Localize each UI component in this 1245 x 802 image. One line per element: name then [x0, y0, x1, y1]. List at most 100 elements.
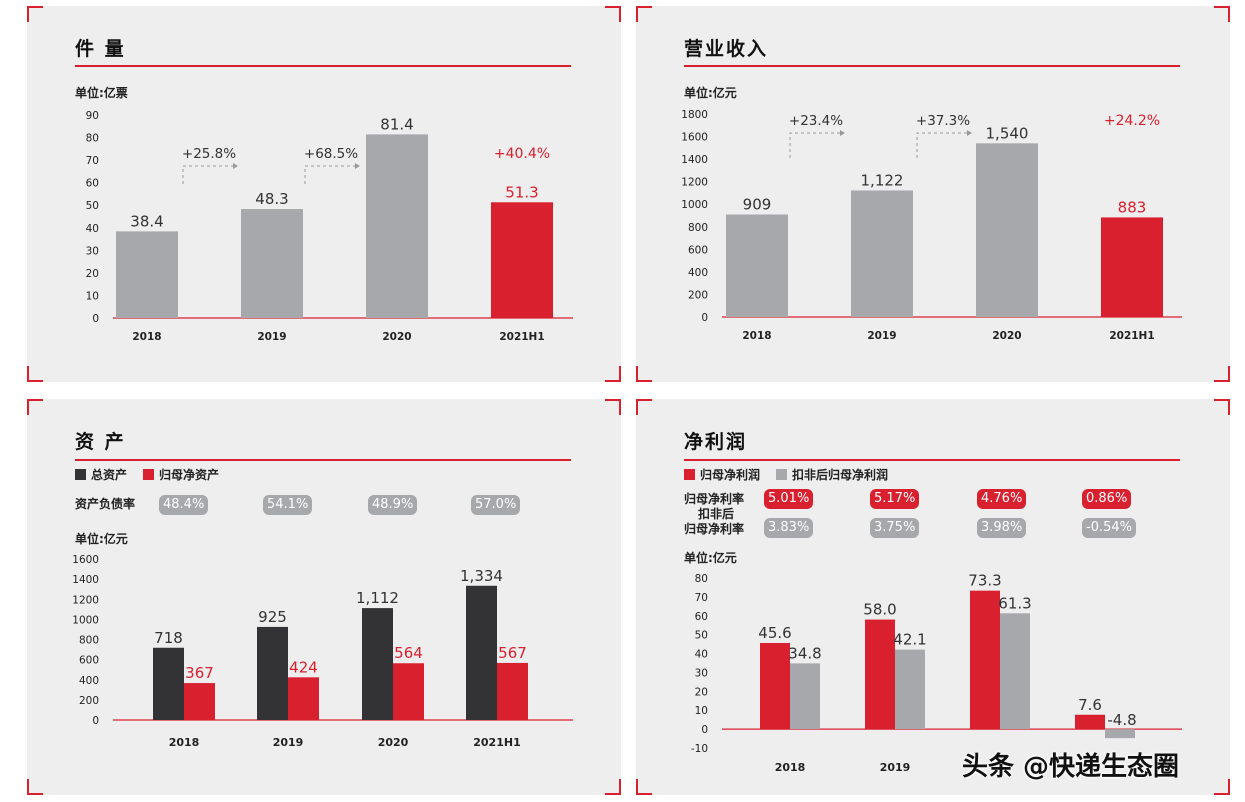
- bar: [760, 642, 790, 730]
- bar-value-label: 45.6: [758, 624, 791, 642]
- debt-ratio-pill: 54.1%: [263, 495, 313, 515]
- debt-ratio-label: 资产负债率: [75, 497, 136, 511]
- net-margin-pill: 5.17%: [870, 489, 920, 509]
- x-tick-label: 2019: [880, 761, 911, 774]
- revenue-panel: 营业收入 单位:亿元 0 200 400 600 800 1000 1200 1400 1600…: [636, 6, 1230, 382]
- bar: [466, 585, 497, 720]
- bar: [1101, 217, 1163, 317]
- watermark: 头条 @快递生态圈: [962, 752, 1180, 782]
- x-tick-label: 2018: [132, 331, 161, 343]
- y-tick-label: 0: [701, 312, 708, 324]
- bar: [257, 626, 288, 720]
- debt-ratio-pill: 57.0%: [471, 495, 521, 515]
- assets-panel: 资 产 总资产 归母净资产 资产负债率 48.4% 54.1% 48.9% 57…: [27, 399, 621, 795]
- bar-value-label: 367: [185, 664, 214, 682]
- y-tick-label: 70: [695, 592, 708, 604]
- corner-mark: [605, 399, 621, 415]
- bar: [393, 663, 424, 720]
- growth-label: +68.5%: [304, 146, 358, 162]
- legend-item-net-profit: 归母净利润: [684, 466, 760, 483]
- y-tick-label: 1600: [681, 132, 708, 144]
- net-margin-label: 归母净利率: [684, 492, 745, 506]
- bar: [184, 683, 215, 720]
- title-underline: [75, 65, 571, 67]
- growth-label: +37.3%: [916, 113, 970, 129]
- adj-margin-pill: 3.98%: [977, 518, 1027, 538]
- adj-margin-pill: 3.83%: [764, 518, 814, 538]
- assets-title: 资 产: [75, 431, 126, 453]
- bar: [362, 608, 393, 720]
- legend-item-net-assets: 归母净资产: [143, 466, 219, 483]
- title-underline: [684, 459, 1180, 461]
- growth-arrow: [182, 165, 233, 184]
- y-tick-label: -10: [691, 743, 708, 755]
- bar: [790, 663, 820, 730]
- y-tick-label: 80: [86, 133, 99, 145]
- y-tick-label: 10: [86, 290, 99, 302]
- bar: [491, 202, 553, 318]
- bar: [1105, 729, 1135, 739]
- y-tick-label: 90: [86, 110, 99, 122]
- x-tick-label: 2018: [742, 330, 771, 342]
- bar: [865, 619, 895, 730]
- corner-mark: [605, 366, 621, 382]
- legend-swatch: [684, 469, 695, 480]
- bar-value-label: 42.1: [893, 631, 926, 649]
- corner-mark: [636, 779, 652, 795]
- growth-arrow-head: [840, 130, 845, 136]
- bar-value-label: 7.6: [1078, 696, 1102, 714]
- volume-panel: 件 量 单位:亿票 0 10 20 30 40 50 60 70 80 90 38.4 2018 48.…: [27, 6, 621, 382]
- y-tick-label: 30: [695, 667, 708, 679]
- net-margin-pill: 0.86%: [1082, 489, 1132, 509]
- growth-arrow-head: [355, 163, 360, 169]
- bar-value-label: 51.3: [505, 183, 538, 201]
- net-margin-pill: 4.76%: [977, 489, 1027, 509]
- corner-mark: [27, 399, 43, 415]
- legend-swatch: [143, 469, 155, 480]
- corner-mark: [27, 6, 43, 22]
- corner-mark: [636, 399, 652, 415]
- y-tick-label: 50: [86, 200, 99, 212]
- bar-value-label: 34.8: [788, 644, 821, 662]
- volume-unit: 单位:亿票: [75, 86, 128, 100]
- bar: [153, 647, 184, 720]
- y-tick-label: 40: [86, 223, 99, 235]
- y-tick-label: 400: [688, 267, 708, 279]
- corner-mark: [605, 779, 621, 795]
- y-tick-label: 200: [79, 695, 99, 707]
- x-tick-label: 2021H1: [473, 736, 520, 749]
- assets-unit: 单位:亿元: [75, 532, 128, 546]
- bar: [1075, 714, 1105, 730]
- y-tick-label: 50: [695, 630, 708, 642]
- y-tick-label: 400: [79, 675, 99, 687]
- y-tick-label: 1200: [72, 594, 99, 606]
- legend-label: 扣非后归母净利润: [792, 468, 889, 482]
- bar-value-label: 1,334: [460, 567, 503, 585]
- bar: [241, 209, 303, 318]
- y-tick-label: 1000: [681, 199, 708, 211]
- profit-unit: 单位:亿元: [684, 551, 737, 565]
- y-tick-label: 0: [701, 724, 708, 736]
- y-tick-label: 1400: [681, 154, 708, 166]
- assets-legend: 总资产 归母净资产: [75, 466, 219, 483]
- bar-value-label: 38.4: [130, 212, 163, 230]
- x-tick-label: 2020: [382, 331, 411, 343]
- y-tick-label: 40: [695, 649, 708, 661]
- bar-value-label: 718: [154, 629, 183, 647]
- growth-arrow-head: [233, 163, 238, 169]
- y-tick-label: 800: [688, 222, 708, 234]
- growth-label: +25.8%: [182, 146, 236, 162]
- growth-arrow-head: [967, 130, 972, 136]
- x-tick-label: 2019: [867, 330, 896, 342]
- x-tick-label: 2019: [273, 736, 304, 749]
- legend-item-total-assets: 总资产: [75, 466, 127, 483]
- corner-mark: [1214, 779, 1230, 795]
- y-tick-label: 80: [695, 573, 708, 585]
- legend-label: 归母净利润: [700, 468, 761, 482]
- adj-margin-pill: 3.75%: [870, 518, 920, 538]
- volume-title: 件 量: [75, 38, 126, 60]
- bar-value-label: 81.4: [380, 115, 413, 133]
- growth-label: +40.4%: [494, 146, 550, 162]
- y-tick-label: 600: [688, 244, 708, 256]
